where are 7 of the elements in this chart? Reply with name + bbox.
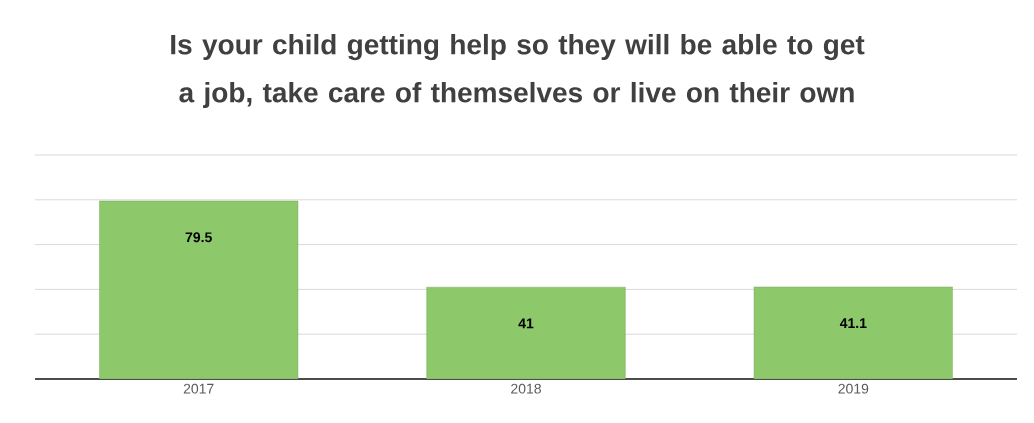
x-tick-label: 2019 bbox=[838, 383, 869, 394]
data-label: 79.5 bbox=[185, 232, 212, 243]
data-label: 41.1 bbox=[839, 318, 867, 328]
x-tick-label: 2018 bbox=[511, 383, 541, 394]
chart-title: Is your child getting help so they will be able to get a job, take care of themselves or live on their own bbox=[171, 33, 865, 109]
x-tick-label: 2017 bbox=[183, 383, 214, 394]
data-label: 41 bbox=[518, 318, 534, 329]
